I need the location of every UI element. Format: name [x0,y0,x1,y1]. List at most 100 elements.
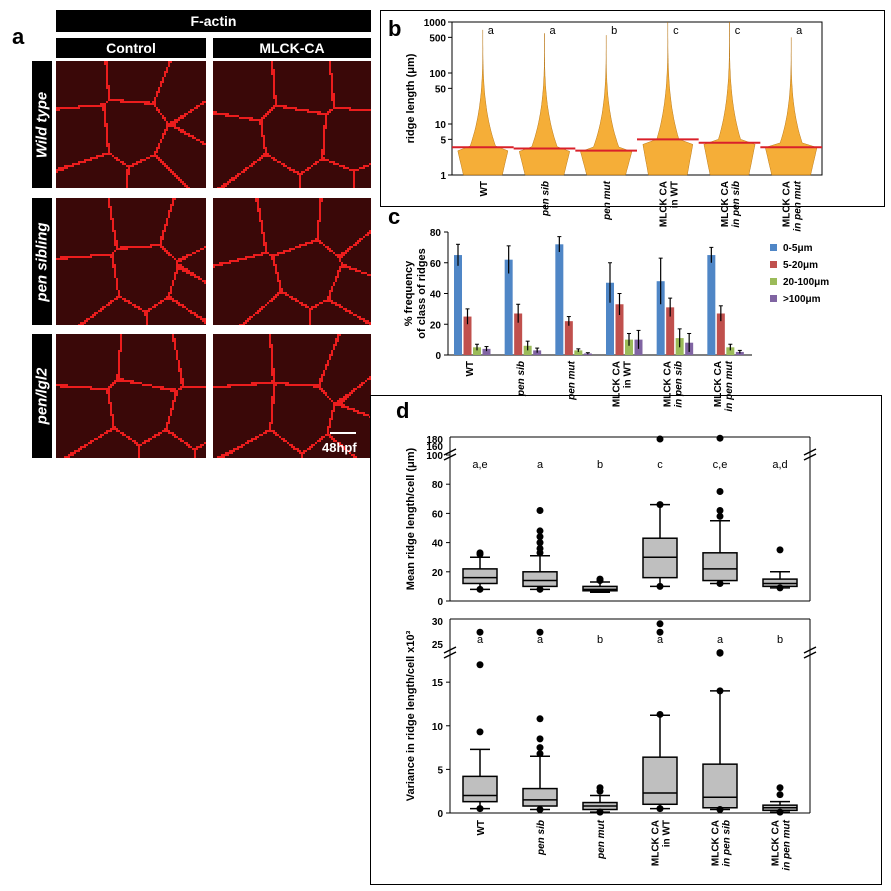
svg-text:MLCK CA: MLCK CA [662,361,673,407]
svg-text:pen sib: pen sib [536,820,547,856]
micrograph-sib-control [56,198,206,325]
panel-a-header: F-actin [56,10,371,32]
d-bottom-box-1 [522,787,558,807]
svg-text:MLCK CA: MLCK CA [782,181,793,227]
b-ytick-label-1: 500 [429,33,446,44]
c-bar-4-1 [666,307,675,355]
d-bottom-break-left [443,646,457,659]
svg-text:in pen sib: in pen sib [722,820,733,867]
c-xlabel-4: MLCK CA in pen sib [662,361,684,408]
d-top-flier-4-3 [716,488,724,495]
d-top-flier-4-0 [716,579,724,587]
d-bottom-ytick-label-3: 15 [432,678,444,689]
c-legend-swatch-1 [770,261,777,268]
d-top-break-label-1: 180 [426,435,443,446]
micrograph-wt-control [56,61,206,188]
d-top-flier-1-4 [536,533,544,541]
d-bottom-flier-0-1 [476,728,484,736]
b-ytick-label-2: 100 [429,69,446,80]
row-label-wild-type: Wild type [32,61,52,188]
b-xlabel-4: MLCK CA in pen sib [720,181,742,228]
micrograph-pen-control [56,334,206,458]
d-bottom-flier-1-2 [536,744,544,752]
d-top-break-right [803,448,817,461]
d-top-ytick-label-4: 80 [432,480,444,491]
d-bottom-flier-0-0 [476,805,484,813]
d-xlabel-4: MLCK CA in pen sib [711,820,733,867]
d-bottom-sig-0: a [477,634,484,646]
svg-text:MLCK CA: MLCK CA [612,361,623,407]
panel-a-letter: a [12,24,25,49]
b-violin-2 [580,35,633,176]
d-top-flier-1-6 [536,506,544,514]
svg-text:MLCK CA: MLCK CA [651,820,662,866]
d-bottom-flier-4-0 [716,806,724,814]
b-sig-2: b [611,25,617,37]
d-bottom-ytick-label-2: 10 [432,722,444,733]
c-xlabel-0: WT [465,361,476,377]
d-top-sig-1: a [537,459,544,471]
d-bottom-break-label-0: 25 [432,640,444,651]
svg-text:MLCK CA: MLCK CA [658,181,669,227]
d-top-sig-3: c [657,459,663,471]
b-xlabel-1: pen sib [541,181,552,217]
svg-text:WT: WT [465,361,476,377]
d-top-flier-3-1 [656,501,664,509]
svg-text:in pen sib: in pen sib [731,181,742,228]
b-sig-3: c [673,25,679,37]
c-bar-1-1 [514,313,523,355]
panel-b-letter: b [388,16,402,41]
d-bottom-sig-5: b [777,634,783,646]
d-top-flier-4-2 [716,506,724,514]
svg-text:in pen mut: in pen mut [793,180,804,231]
d-bottom-break-label-1: 30 [432,617,444,628]
d-xlabel-3: MLCK CA in WT [651,820,673,866]
c-ytick-label-1: 20 [430,320,442,331]
micrograph-pen-mlck [213,334,371,458]
b-ytick-label-4: 10 [435,120,447,131]
column-label-control: Control [56,38,206,58]
d-bottom-flier-1-1 [536,750,544,758]
d-top-break-left [443,448,457,461]
d-top-flier-0-2 [476,549,484,557]
d-bottom-box-3 [642,756,678,806]
d-bottom-flier-0-3 [476,628,484,636]
svg-text:in WT: in WT [662,820,673,847]
b-plot-area [451,21,823,176]
c-bar-2-2 [574,350,583,355]
d-top-ytick-label-1: 20 [432,568,444,579]
c-ytick-label-2: 40 [430,290,442,301]
panel-d-frame [370,395,882,885]
c-ytick-label-4: 80 [430,228,442,239]
d-bottom-flier-4-1 [716,687,724,695]
svg-text:WT: WT [479,181,490,197]
d-bottom-flier-3-0 [656,805,664,813]
d-bottom-box-4 [702,763,738,809]
c-bar-2-1 [564,321,573,355]
b-violin-4 [703,22,756,176]
d-bottom-flier-5-0 [776,808,784,816]
c-legend-label-0: 0-5μm [783,243,813,254]
c-bar-5-0 [707,255,716,355]
svg-text:MLCK CA: MLCK CA [720,181,731,227]
d-bottom-sig-1: a [537,634,544,646]
svg-text:in WT: in WT [623,361,634,388]
d-bottom-sig-3: a [657,634,664,646]
d-top-sig-5: a,d [772,459,787,471]
row-label-pen-lgl2: pen/lgl2 [32,334,52,458]
svg-text:MLCK CA: MLCK CA [713,361,724,407]
d-bottom-ytick-label-0: 0 [437,809,443,820]
c-legend-label-3: >100μm [783,294,821,305]
c-bar-0-0 [454,255,462,355]
c-bar-4-0 [656,281,665,355]
d-bottom-break-right [803,646,817,659]
svg-text:in WT: in WT [669,181,680,208]
b-violin-5 [765,37,818,176]
d-top-flier-4-1 [716,512,724,520]
c-xlabel-3: MLCK CA in WT [612,361,634,407]
b-ytick-label-6: 1 [440,171,446,182]
c-bar-2-0 [555,244,564,355]
c-bar-5-2 [726,347,735,355]
b-ylabel: ridge length (μm) [405,53,417,143]
